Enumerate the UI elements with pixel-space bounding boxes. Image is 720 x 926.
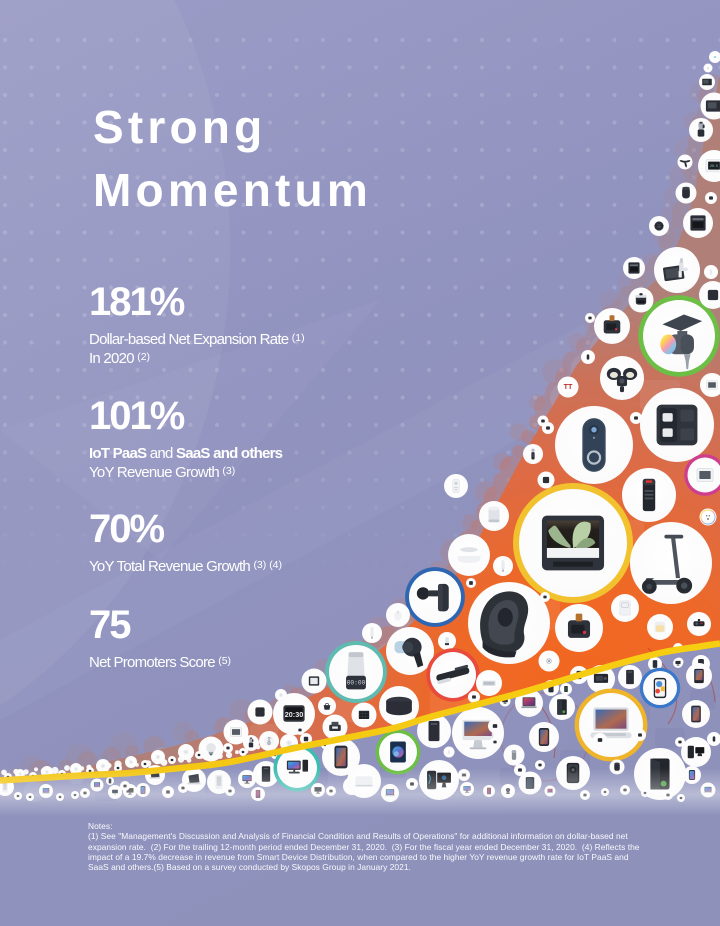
svg-text:TT: TT (564, 382, 573, 391)
svg-text:20:30: 20:30 (285, 710, 304, 719)
svg-text:00:00: 00:00 (347, 679, 366, 686)
svg-text:20.5: 20.5 (710, 164, 718, 168)
svg-text:c: c (270, 737, 272, 739)
